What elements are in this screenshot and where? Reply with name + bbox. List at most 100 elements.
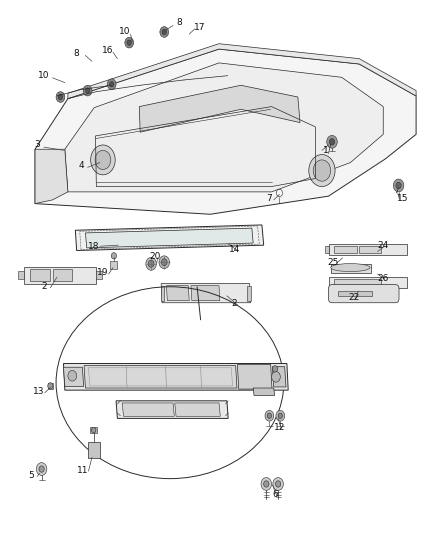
- Polygon shape: [30, 269, 50, 281]
- Polygon shape: [53, 269, 72, 281]
- Circle shape: [276, 481, 281, 487]
- Circle shape: [278, 413, 283, 418]
- Text: 25: 25: [327, 258, 339, 266]
- Circle shape: [265, 410, 274, 421]
- Text: 11: 11: [77, 466, 88, 474]
- Circle shape: [313, 160, 331, 181]
- Polygon shape: [64, 367, 84, 386]
- Polygon shape: [334, 279, 381, 286]
- Polygon shape: [90, 427, 97, 433]
- Polygon shape: [35, 149, 68, 204]
- Polygon shape: [139, 85, 300, 132]
- Polygon shape: [166, 286, 189, 301]
- Text: 2: 2: [41, 282, 46, 291]
- Circle shape: [146, 257, 156, 270]
- Text: 4: 4: [78, 161, 84, 169]
- Polygon shape: [247, 286, 251, 301]
- Circle shape: [83, 85, 92, 96]
- Polygon shape: [338, 291, 372, 296]
- Circle shape: [309, 155, 335, 187]
- Circle shape: [264, 481, 269, 487]
- Polygon shape: [359, 246, 381, 253]
- Circle shape: [125, 37, 134, 48]
- Circle shape: [91, 145, 115, 175]
- Text: 22: 22: [348, 293, 360, 302]
- FancyBboxPatch shape: [328, 285, 399, 303]
- Polygon shape: [75, 225, 264, 251]
- Polygon shape: [325, 246, 329, 253]
- Circle shape: [162, 29, 166, 35]
- Polygon shape: [18, 271, 24, 279]
- Circle shape: [92, 427, 96, 433]
- Circle shape: [272, 372, 280, 382]
- Polygon shape: [96, 271, 102, 279]
- Circle shape: [261, 478, 272, 490]
- Polygon shape: [161, 286, 164, 301]
- Circle shape: [272, 366, 278, 372]
- Circle shape: [159, 256, 170, 269]
- Text: 10: 10: [119, 28, 131, 36]
- Text: 26: 26: [378, 274, 389, 282]
- Circle shape: [276, 410, 285, 421]
- Circle shape: [95, 150, 111, 169]
- Text: 18: 18: [88, 242, 100, 251]
- Polygon shape: [237, 365, 272, 389]
- Text: 14: 14: [229, 245, 240, 254]
- Circle shape: [273, 478, 283, 490]
- Circle shape: [329, 139, 335, 145]
- Circle shape: [107, 79, 116, 90]
- Polygon shape: [110, 261, 117, 269]
- Circle shape: [327, 135, 337, 148]
- Polygon shape: [35, 49, 416, 214]
- Polygon shape: [175, 403, 220, 416]
- Circle shape: [48, 383, 53, 389]
- Circle shape: [396, 182, 401, 189]
- Circle shape: [110, 82, 114, 87]
- Text: 24: 24: [378, 241, 389, 249]
- Polygon shape: [24, 266, 96, 284]
- Polygon shape: [84, 366, 237, 388]
- Text: 16: 16: [102, 46, 113, 55]
- Polygon shape: [65, 63, 383, 192]
- Circle shape: [267, 413, 272, 418]
- Text: 1: 1: [323, 146, 329, 155]
- Polygon shape: [329, 277, 407, 288]
- Text: 6: 6: [272, 490, 278, 499]
- Polygon shape: [272, 367, 286, 387]
- Polygon shape: [85, 228, 253, 248]
- Circle shape: [161, 259, 167, 266]
- Text: 3: 3: [34, 141, 40, 149]
- Polygon shape: [191, 286, 220, 301]
- Text: 5: 5: [28, 471, 35, 480]
- Polygon shape: [64, 364, 288, 390]
- Text: 7: 7: [266, 194, 272, 203]
- Text: 8: 8: [177, 18, 183, 27]
- Text: 13: 13: [33, 387, 44, 396]
- Circle shape: [160, 27, 169, 37]
- Ellipse shape: [331, 263, 370, 271]
- Circle shape: [111, 253, 117, 259]
- Polygon shape: [329, 244, 407, 255]
- Circle shape: [39, 466, 44, 472]
- Text: 2: 2: [232, 300, 237, 308]
- Polygon shape: [161, 284, 251, 303]
- Circle shape: [148, 260, 154, 268]
- Circle shape: [56, 92, 65, 102]
- Polygon shape: [122, 403, 174, 416]
- Circle shape: [85, 88, 90, 93]
- Polygon shape: [88, 442, 100, 458]
- Circle shape: [127, 40, 131, 45]
- Text: 20: 20: [150, 253, 161, 261]
- Text: 10: 10: [38, 71, 49, 80]
- Polygon shape: [253, 388, 275, 395]
- Circle shape: [68, 370, 77, 381]
- Text: 12: 12: [274, 423, 285, 432]
- Text: 15: 15: [397, 194, 409, 203]
- Polygon shape: [334, 246, 357, 253]
- Polygon shape: [116, 401, 228, 418]
- Text: 17: 17: [194, 23, 205, 32]
- Text: 8: 8: [74, 49, 80, 58]
- Circle shape: [393, 179, 404, 192]
- Polygon shape: [68, 44, 416, 99]
- Polygon shape: [331, 264, 371, 273]
